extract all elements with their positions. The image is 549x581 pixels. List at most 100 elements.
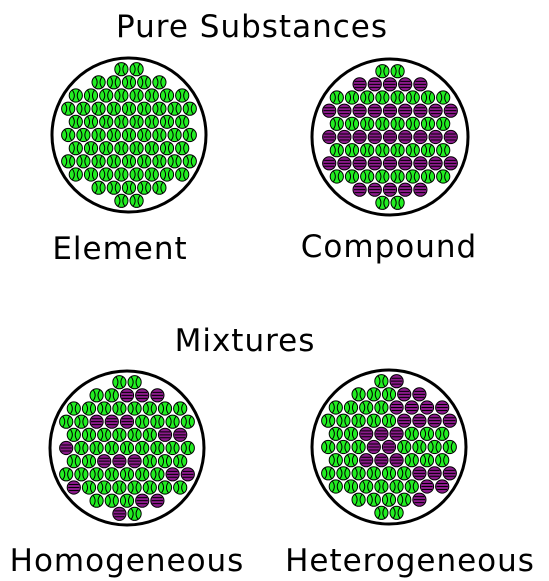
homogeneous-green-particle: [97, 401, 112, 416]
homogeneous-green-particle: [66, 427, 81, 442]
homogeneous-green-particle: [59, 414, 74, 429]
element-green-particle: [159, 167, 175, 182]
homogeneous-green-particle: [127, 375, 142, 390]
heterogeneous-green-particle: [366, 413, 381, 428]
homogeneous-sample: [48, 369, 206, 527]
heterogeneous-purple-particle: [397, 387, 412, 402]
heterogeneous-purple-particle: [359, 426, 374, 441]
element-green-particle: [114, 167, 129, 182]
compound-purple-particle: [428, 156, 443, 171]
compound-green-particle: [344, 90, 360, 105]
compound-green-particle: [390, 90, 405, 105]
homogeneous-green-particle: [97, 427, 112, 442]
compound-purple-particle: [352, 77, 367, 92]
homogeneous-green-particle: [127, 401, 142, 416]
heterogeneous-green-particle: [419, 426, 435, 441]
element-green-particle: [152, 154, 167, 169]
element-green-particle: [76, 154, 91, 169]
compound-purple-particle: [322, 103, 337, 118]
element-green-particle: [167, 154, 182, 169]
homogeneous-purple-particle: [180, 467, 195, 482]
compound-green-particle: [390, 116, 405, 131]
homogeneous-green-particle: [74, 414, 89, 429]
element-green-particle: [68, 88, 83, 103]
compound-green-particle: [436, 116, 451, 131]
element-green-particle: [106, 75, 121, 90]
element-green-particle: [175, 167, 190, 182]
homogeneous-green-particle: [127, 427, 142, 442]
heterogeneous-green-particle: [404, 453, 419, 468]
homogeneous-particles: [59, 375, 195, 521]
compound-purple-particle: [382, 182, 398, 197]
element-green-particle: [175, 88, 190, 103]
compound-green-particle: [329, 90, 344, 105]
compound-green-particle: [344, 169, 360, 184]
compound-purple-particle: [382, 77, 398, 92]
homogeneous-green-particle: [119, 467, 135, 482]
compound-purple-particle: [428, 103, 443, 118]
heterogeneous-purple-particle: [412, 492, 427, 507]
compound-green-particle: [420, 90, 436, 105]
element-green-particle: [91, 154, 106, 169]
compound-green-particle: [390, 143, 405, 158]
homogeneous-green-particle: [173, 454, 188, 469]
compound-purple-particle: [413, 129, 428, 145]
compound-purple-particle: [367, 129, 382, 145]
homogeneous-green-particle: [112, 427, 127, 442]
element-green-particle: [114, 88, 129, 103]
homogeneous-green-particle: [66, 401, 81, 416]
compound-purple-particle: [367, 182, 382, 197]
element-green-particle: [106, 127, 121, 143]
heterogeneous-green-particle: [351, 413, 366, 428]
homogeneous-green-particle: [142, 480, 157, 495]
compound-purple-particle: [352, 103, 367, 118]
element-green-particle: [137, 127, 152, 143]
heterogeneous-purple-particle: [442, 413, 457, 428]
heterogeneous-green-particle: [412, 439, 427, 455]
homogeneous-purple-particle: [97, 454, 112, 469]
compound-green-particle: [436, 143, 451, 158]
homogeneous-green-particle: [150, 414, 165, 429]
heterogeneous-purple-particle: [374, 426, 389, 441]
compound-purple-particle: [382, 129, 398, 145]
compound-caption: Compound: [301, 229, 477, 265]
homogeneous-purple-particle: [157, 427, 173, 442]
compound-purple-particle: [352, 156, 367, 171]
element-particles: [61, 62, 197, 208]
homogeneous-green-particle: [81, 480, 97, 495]
heterogeneous-green-particle: [321, 466, 336, 481]
element-green-particle: [159, 114, 175, 129]
homogeneous-green-particle: [157, 401, 173, 416]
element-green-particle: [129, 193, 144, 208]
heterogeneous-green-particle: [328, 400, 343, 415]
heterogeneous-purple-particle: [389, 374, 404, 389]
homogeneous-green-particle: [173, 401, 188, 416]
compound-purple-particle: [337, 129, 352, 145]
compound-green-particle: [375, 90, 390, 105]
compound-green-particle: [405, 143, 420, 158]
compound-purple-particle: [443, 156, 458, 171]
element-green-particle: [137, 75, 152, 90]
compound-purple-particle: [398, 129, 413, 145]
heterogeneous-purple-particle: [374, 453, 389, 468]
compound-purple-particle: [398, 182, 413, 197]
heterogeneous-green-particle: [336, 413, 351, 428]
element-green-particle: [129, 141, 144, 156]
heterogeneous-purple-particle: [427, 466, 442, 481]
homogeneous-purple-particle: [119, 388, 135, 403]
compound-purple-particle: [352, 182, 367, 197]
element-green-particle: [99, 167, 114, 182]
compound-green-particle: [405, 116, 420, 131]
heterogeneous-green-particle: [359, 400, 374, 415]
element-green-particle: [106, 180, 121, 195]
homogeneous-purple-particle: [135, 388, 150, 403]
element-green-particle: [121, 180, 137, 195]
compound-purple-particle: [428, 129, 443, 145]
heterogeneous-purple-particle: [419, 400, 435, 415]
compound-green-particle: [329, 116, 344, 131]
homogeneous-green-particle: [104, 493, 119, 508]
element-green-particle: [129, 62, 144, 77]
compound-green-particle: [344, 116, 360, 131]
element-green-particle: [83, 167, 99, 182]
homogeneous-green-particle: [81, 427, 97, 442]
